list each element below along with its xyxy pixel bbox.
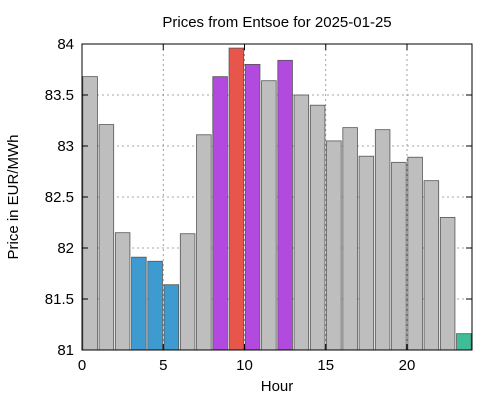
bar-hour-17 bbox=[358, 155, 375, 351]
y-tick-label: 83 bbox=[57, 138, 74, 155]
bar-hour-6 bbox=[179, 233, 196, 351]
x-tick-label: 15 bbox=[317, 357, 334, 374]
y-tick-labels: 81 81.5 82 82.5 83 83.5 84 bbox=[45, 36, 74, 359]
x-tick-label: 20 bbox=[399, 357, 416, 374]
bars-group bbox=[82, 47, 472, 351]
x-tick-label: 10 bbox=[236, 357, 253, 374]
bar-hour-18 bbox=[374, 129, 391, 351]
bar-hour-4 bbox=[147, 260, 163, 351]
bar-hour-19 bbox=[391, 161, 407, 351]
bar-hour-1 bbox=[98, 124, 115, 351]
bar-hour-8 bbox=[212, 76, 228, 351]
y-tick-label: 81.5 bbox=[45, 291, 74, 308]
axis-ticks bbox=[81, 43, 472, 351]
y-axis-label: Price in EUR/MWh bbox=[5, 134, 22, 259]
bar-hour-7 bbox=[196, 134, 212, 351]
bar-hour-21 bbox=[423, 180, 440, 351]
bar-hour-3 bbox=[131, 256, 147, 351]
y-tick-label: 81 bbox=[57, 342, 74, 359]
x-tick-labels: 0 5 10 15 20 bbox=[78, 357, 416, 374]
bar-hour-0 bbox=[82, 76, 98, 351]
bar-hour-23 bbox=[456, 333, 472, 351]
y-tick-label: 82 bbox=[57, 240, 74, 257]
bar-hour-2 bbox=[114, 232, 131, 351]
bar-hour-15 bbox=[326, 140, 342, 351]
y-tick-label: 82.5 bbox=[45, 189, 74, 206]
x-tick-label: 0 bbox=[78, 357, 86, 374]
chart-title: Prices from Entsoe for 2025-01-25 bbox=[162, 14, 391, 31]
grid-lines bbox=[82, 44, 472, 350]
x-axis-label: Hour bbox=[261, 378, 294, 395]
bar-hour-14 bbox=[309, 104, 326, 351]
bar-hour-5 bbox=[163, 284, 180, 351]
bar-hour-11 bbox=[261, 80, 277, 351]
bar-hour-10 bbox=[244, 64, 261, 351]
bar-hour-20 bbox=[407, 156, 423, 351]
y-tick-label: 84 bbox=[57, 36, 74, 53]
bar-hour-9 bbox=[228, 47, 245, 351]
bar-hour-16 bbox=[342, 127, 358, 351]
bar-hour-12 bbox=[277, 59, 293, 351]
bar-hour-13 bbox=[293, 94, 310, 351]
y-tick-label: 83.5 bbox=[45, 87, 74, 104]
x-tick-label: 5 bbox=[159, 357, 167, 374]
bar-hour-22 bbox=[439, 216, 456, 351]
